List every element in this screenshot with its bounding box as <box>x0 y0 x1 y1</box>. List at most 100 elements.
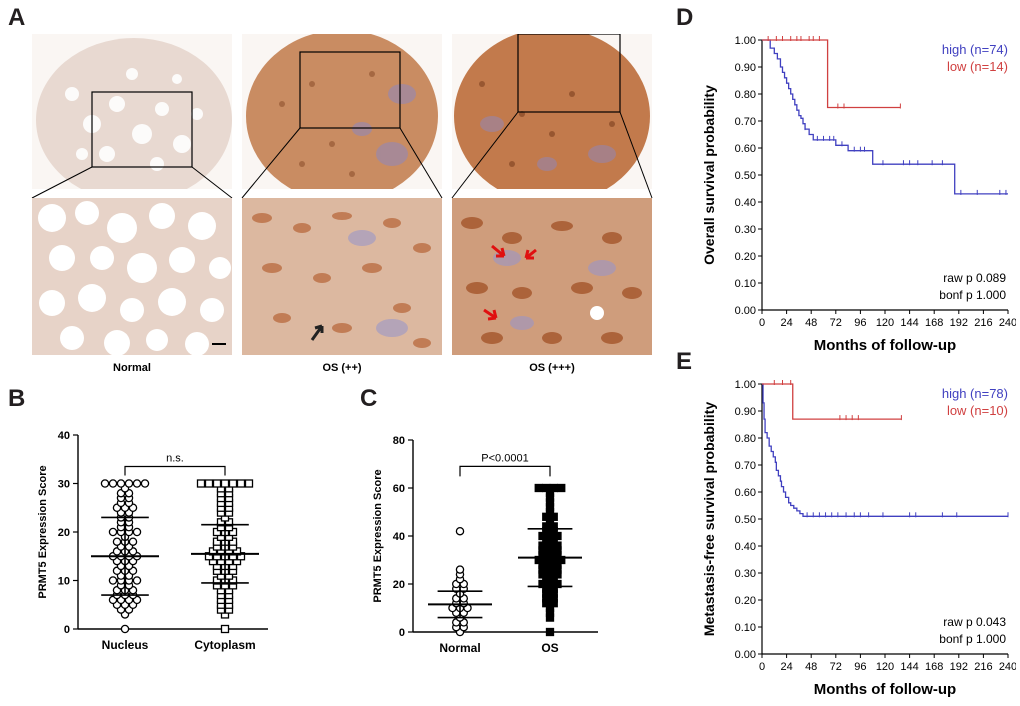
data-point <box>228 479 238 488</box>
micrograph-os-ppp-zoom <box>452 198 652 355</box>
data-point <box>549 483 558 493</box>
x-tick-label: 72 <box>830 661 842 673</box>
panel-letter-a: A <box>8 4 26 31</box>
y-tick-label: 20 <box>58 527 70 539</box>
data-point <box>212 479 222 488</box>
data-point <box>545 627 555 637</box>
micrograph-normal-zoom <box>32 198 232 355</box>
data-point <box>455 565 465 574</box>
data-point <box>124 479 134 488</box>
x-category-label: Normal <box>439 641 480 655</box>
y-tick-label: 0.10 <box>735 278 756 290</box>
stat-bonf-p: bonf p 1.000 <box>939 632 1006 646</box>
x-tick-label: 72 <box>830 317 842 329</box>
y-axis-label: PRMT5 Expression Score <box>37 465 49 598</box>
y-tick-label: 0.20 <box>735 251 756 263</box>
legend-entry: low (n=10) <box>947 403 1008 418</box>
x-tick-label: 192 <box>950 317 968 329</box>
y-tick-label: 60 <box>393 483 405 495</box>
y-tick-label: 0.30 <box>735 568 756 580</box>
km-chart-d: Overall survival probability Months of fo… <box>701 35 1016 354</box>
data-point <box>132 527 142 537</box>
data-point <box>108 527 118 537</box>
x-tick-label: 168 <box>925 317 943 329</box>
micrograph-normal-overview <box>32 34 232 189</box>
x-category-label: Cytoplasm <box>194 638 255 652</box>
y-tick-label: 30 <box>58 479 70 491</box>
legend-entry: high (n=74) <box>942 42 1008 57</box>
data-point <box>120 624 130 634</box>
stat-raw-p: raw p 0.089 <box>943 271 1006 285</box>
y-tick-label: 0 <box>399 627 405 639</box>
x-tick-label: 216 <box>974 661 992 673</box>
survival-curve <box>762 39 1008 195</box>
data-point <box>132 479 142 488</box>
y-tick-label: 0.50 <box>735 170 756 182</box>
y-tick-label: 0.80 <box>735 433 756 445</box>
x-tick-label: 48 <box>805 317 817 329</box>
significance-bracket <box>459 465 551 477</box>
x-tick-label: 240 <box>999 317 1016 329</box>
zoom-connectors <box>31 111 653 199</box>
data-point <box>220 479 230 488</box>
data-point <box>108 576 118 585</box>
arrow-icon <box>491 244 506 258</box>
x-tick-label: 96 <box>854 661 866 673</box>
x-tick-label: 24 <box>780 661 792 673</box>
y-tick-label: 0 <box>64 624 70 636</box>
data-point <box>236 479 246 488</box>
y-tick-label: 0.70 <box>735 116 756 128</box>
data-point <box>140 479 150 488</box>
y-tick-label: 0.60 <box>735 143 756 155</box>
survival-curve <box>762 383 1008 517</box>
y-tick-label: 0.90 <box>735 406 756 418</box>
y-axis-label: Metastasis-free survival probability <box>701 402 717 636</box>
x-tick-label: 0 <box>759 317 765 329</box>
y-tick-label: 0.00 <box>735 649 756 661</box>
data-point <box>128 537 138 546</box>
y-tick-label: 0.20 <box>735 595 756 607</box>
y-tick-label: 0.00 <box>735 305 756 317</box>
y-tick-label: 0.60 <box>735 487 756 499</box>
arrow-icon <box>483 308 498 321</box>
x-tick-label: 240 <box>999 661 1016 673</box>
panel-letter-e: E <box>676 348 693 375</box>
y-tick-label: 0.10 <box>735 622 756 634</box>
y-tick-label: 0.80 <box>735 89 756 101</box>
data-point <box>108 479 118 488</box>
significance-label: n.s. <box>166 453 184 465</box>
survival-curve <box>762 383 902 420</box>
x-category-label: Nucleus <box>102 638 149 652</box>
data-point <box>100 479 110 488</box>
caption-normal: Normal <box>113 362 151 374</box>
data-point <box>542 483 551 493</box>
zoom-box <box>91 91 193 168</box>
y-tick-label: 0.40 <box>735 197 756 209</box>
significance-bracket <box>124 465 226 476</box>
y-tick-label: 20 <box>393 579 405 591</box>
x-tick-label: 168 <box>925 661 943 673</box>
zoom-box <box>299 51 401 129</box>
data-point <box>455 526 465 536</box>
x-tick-label: 192 <box>950 661 968 673</box>
y-tick-label: 40 <box>393 531 405 543</box>
y-axis-label: Overall survival probability <box>701 85 717 265</box>
y-tick-label: 0.50 <box>735 514 756 526</box>
y-axis-label: PRMT5 Expression Score <box>372 469 384 602</box>
x-axis-label: Months of follow-up <box>814 681 956 698</box>
scatter-chart-c: PRMT5 Expression Score 0 20 40 60 80 Normal OS P… <box>372 435 598 655</box>
caption-os-pp: OS (++) <box>322 362 362 374</box>
x-tick-label: 216 <box>974 317 992 329</box>
scatter-chart-b: PRMT5 Expression Score 0 10 20 30 40 Nucleus Cy… <box>37 430 268 652</box>
stat-raw-p: raw p 0.043 <box>943 615 1006 629</box>
data-point <box>244 479 254 488</box>
micrograph-os-pp-overview <box>242 34 442 189</box>
caption-os-ppp: OS (+++) <box>529 362 575 374</box>
survival-curve <box>762 39 901 109</box>
x-tick-label: 96 <box>854 317 866 329</box>
data-point <box>116 479 126 488</box>
x-tick-label: 144 <box>900 317 918 329</box>
data-point <box>132 576 142 585</box>
zoom-box <box>517 34 621 113</box>
arrow-icon <box>310 324 324 341</box>
